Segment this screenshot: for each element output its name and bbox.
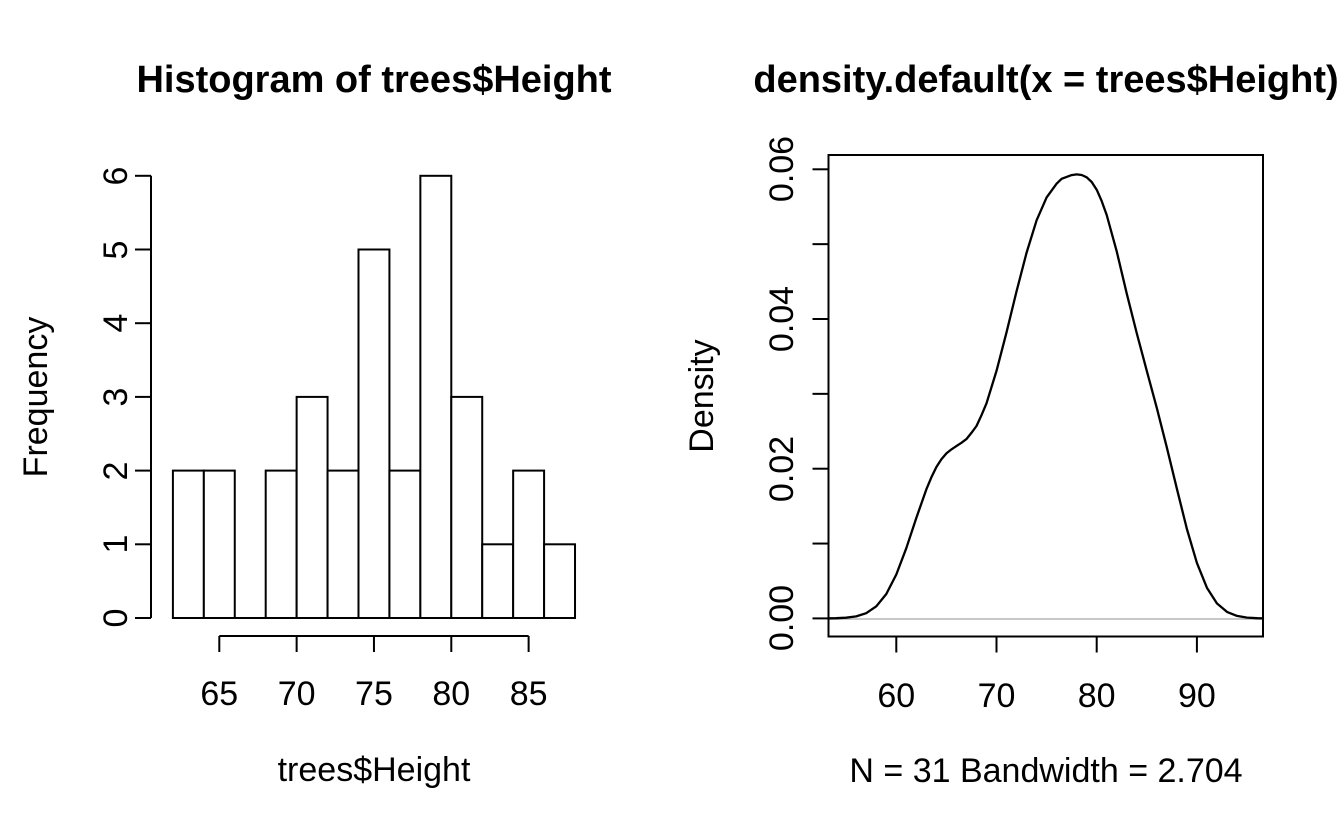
hist-x-tick-label: 70 xyxy=(277,675,316,713)
density-plot-box xyxy=(827,154,1264,638)
hist-y-tick-label: 2 xyxy=(97,461,135,481)
density-y-tick-label: 0.04 xyxy=(763,285,801,353)
histogram-bar xyxy=(295,395,329,619)
histogram-y-axis-label: Frequency xyxy=(17,316,55,478)
density-x-tick-label: 70 xyxy=(977,677,1016,715)
histogram-bar xyxy=(481,543,515,619)
density-plot-title: density.default(x = trees$Height) xyxy=(753,59,1339,101)
hist-x-tick-label: 80 xyxy=(432,675,471,713)
density-x-axis-label: N = 31 Bandwidth = 2.704 xyxy=(849,752,1243,790)
histogram-title: Histogram of trees$Height xyxy=(136,59,612,101)
hist-y-tick-label: 5 xyxy=(97,240,135,259)
density-y-tick-label: 0.02 xyxy=(763,435,801,502)
histogram-bar xyxy=(388,469,422,619)
density-x-tick-label: 60 xyxy=(877,677,916,715)
density-x-tick-label: 80 xyxy=(1077,677,1116,715)
hist-y-tick-label: 1 xyxy=(97,534,135,554)
histogram-bar xyxy=(543,543,577,619)
histogram-bar xyxy=(202,469,236,619)
density-y-tick-label: 0.00 xyxy=(763,585,801,652)
density-y-axis-label: Density xyxy=(683,339,721,453)
histogram-bar xyxy=(512,469,546,619)
hist-y-tick-label: 6 xyxy=(97,166,135,186)
histogram-bar xyxy=(171,469,205,619)
histogram-bar xyxy=(419,174,453,620)
histogram-x-axis-label: trees$Height xyxy=(277,751,471,789)
hist-y-tick-label: 0 xyxy=(97,608,135,628)
histogram-bar xyxy=(450,395,484,619)
density-curve xyxy=(828,173,1265,620)
density-y-tick-label: 0.06 xyxy=(763,136,801,203)
hist-y-tick-label: 4 xyxy=(97,313,135,333)
hist-y-tick-label: 3 xyxy=(97,387,135,407)
hist-x-tick-label: 85 xyxy=(509,675,548,713)
density-x-tick-label: 90 xyxy=(1177,677,1216,715)
histogram-bar xyxy=(357,248,391,619)
histogram-bar xyxy=(326,469,360,619)
hist-x-tick-label: 65 xyxy=(200,675,239,713)
histogram-bar xyxy=(264,469,298,619)
hist-x-tick-label: 75 xyxy=(355,675,393,713)
